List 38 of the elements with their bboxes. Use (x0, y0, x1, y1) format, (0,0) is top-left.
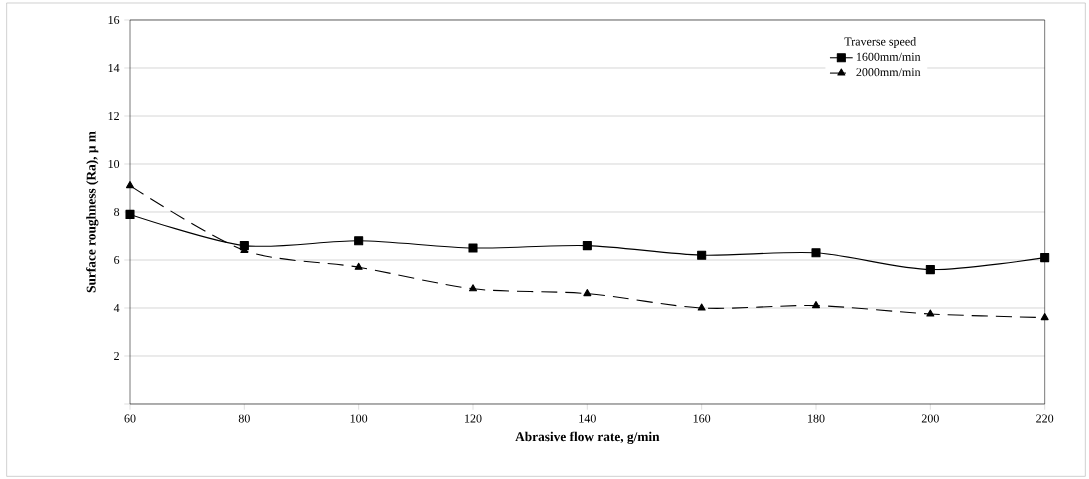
y-tick-label: 10 (108, 159, 120, 169)
y-tick-label: 6 (114, 255, 120, 265)
point (469, 284, 478, 292)
point (697, 303, 706, 311)
legend-label: 2000mm/min (856, 68, 921, 77)
point (126, 181, 134, 189)
point (1040, 313, 1049, 321)
x-tick-label: 140 (579, 414, 596, 423)
x-tick-label: 200 (921, 414, 939, 423)
x-tick-label: 160 (693, 414, 711, 423)
y-tick-label: 4 (113, 304, 120, 312)
y-tick-label: 14 (108, 64, 120, 72)
x-tick-label: 80 (238, 414, 250, 423)
point (697, 250, 707, 260)
point (1040, 253, 1050, 263)
point (125, 209, 135, 219)
x-tick-label: 100 (350, 414, 368, 423)
legend-label: 1600mm/min (856, 52, 921, 61)
point (468, 243, 478, 253)
point (354, 236, 364, 246)
y-axis-title: Surface roughness (Ra), µ m (86, 131, 99, 293)
y-tick-label: 12 (108, 112, 119, 120)
legend-title: Traverse speed (844, 37, 917, 48)
x-tick-label: 220 (1036, 414, 1054, 423)
x-tick-label: 60 (124, 414, 136, 423)
point (354, 262, 363, 270)
x-tick-label: 180 (808, 414, 825, 423)
point (925, 265, 935, 275)
point (812, 301, 821, 309)
x-axis-title: Abrasive flow rate, g/min (515, 431, 660, 444)
y-tick-label: 2 (114, 352, 119, 360)
point (926, 309, 935, 317)
y-tick-label: 8 (114, 207, 120, 217)
point (582, 241, 592, 251)
x-tick-label: 120 (465, 414, 482, 423)
point (811, 248, 821, 258)
point (583, 289, 592, 297)
y-tick-label: 16 (108, 15, 120, 25)
